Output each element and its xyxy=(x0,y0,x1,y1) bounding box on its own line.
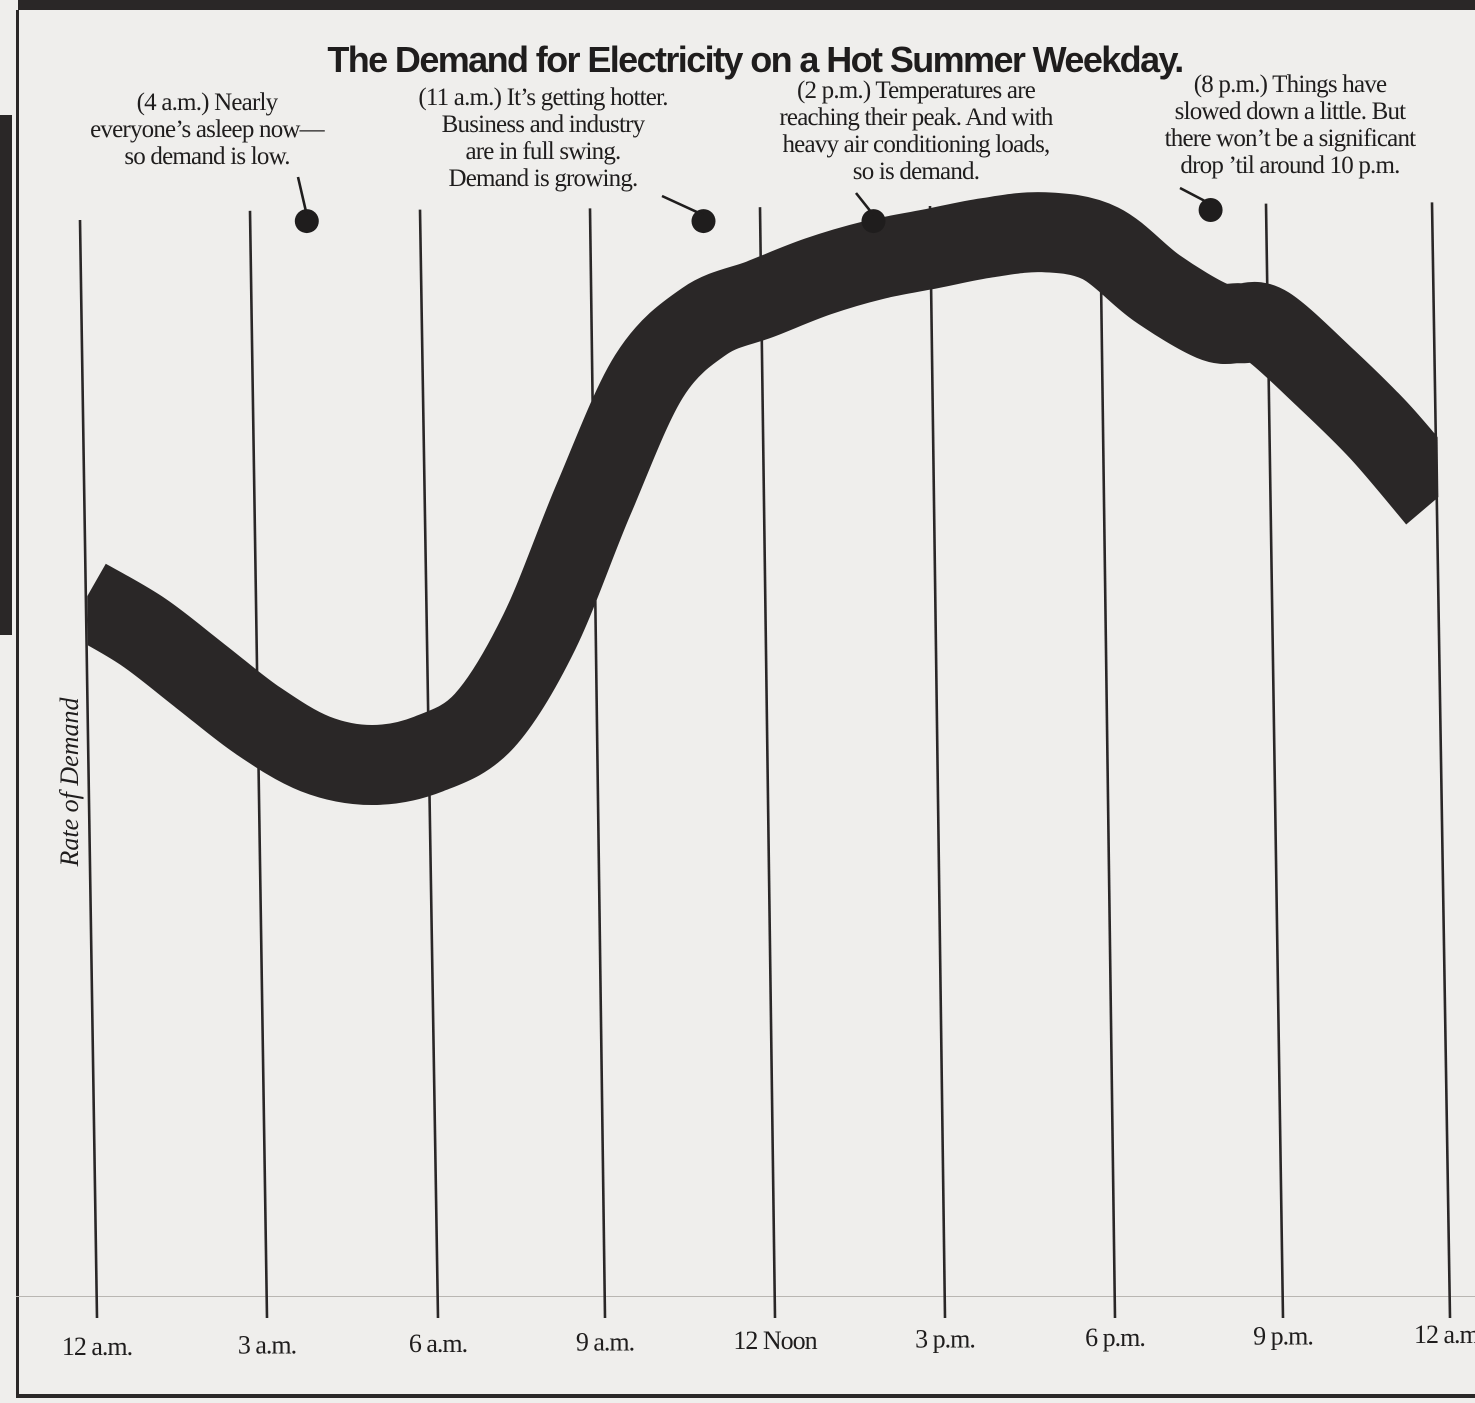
gridline xyxy=(1430,202,1452,1319)
annotation-text: (8 p.m.) Things have xyxy=(1194,71,1387,98)
annotation-text: so demand is low. xyxy=(124,143,289,170)
annotation-text: are in full swing. xyxy=(465,138,620,165)
annotation-text: there won’t be a significant xyxy=(1165,125,1417,152)
left-edge-bar xyxy=(0,115,12,635)
horizontal-rule xyxy=(16,1296,1475,1297)
annotation-leader xyxy=(854,192,875,216)
annotation-text: so is demand. xyxy=(853,158,979,185)
annotation-leader xyxy=(1179,186,1212,206)
annotation-dot xyxy=(691,209,716,234)
x-tick-label: 12 Noon xyxy=(733,1326,817,1355)
x-tick-label: 6 a.m. xyxy=(409,1329,467,1358)
annotation-dot xyxy=(294,209,319,234)
frame-bottom-border xyxy=(16,1394,1475,1398)
gridline xyxy=(78,219,99,1319)
x-tick-label: 9 a.m. xyxy=(576,1328,634,1357)
annotation-text: (11 a.m.) It’s getting hotter. xyxy=(418,84,667,111)
annotation-text: reaching their peak. And with xyxy=(779,104,1054,131)
x-tick-label: 9 p.m. xyxy=(1253,1322,1313,1351)
chart-title: The Demand for Electricity on a Hot Summ… xyxy=(327,39,1182,80)
x-tick-label: 3 p.m. xyxy=(915,1325,975,1354)
x-tick-label: 12 a.m. xyxy=(1414,1320,1475,1349)
annotation-leader xyxy=(296,176,309,216)
annotation-text: Demand is growing. xyxy=(448,165,637,192)
gridline xyxy=(758,207,777,1319)
annotation-text: (2 p.m.) Temperatures are xyxy=(797,77,1036,104)
demand-curve-group xyxy=(80,192,1450,805)
annotation-text: (4 a.m.) Nearly xyxy=(137,89,279,116)
annotation-text: drop ’til around 10 p.m. xyxy=(1180,152,1399,179)
x-tick-label: 6 p.m. xyxy=(1085,1323,1145,1352)
demand-curve xyxy=(80,192,1450,805)
top-border-bar xyxy=(18,0,1475,10)
x-tick-label: 12 a.m. xyxy=(62,1332,132,1361)
gridline xyxy=(588,208,607,1319)
annotation-text: heavy air conditioning loads, xyxy=(782,131,1049,158)
y-axis-label: Rate of Demand xyxy=(55,697,84,868)
gridline xyxy=(928,205,947,1319)
x-tick-label: 3 a.m. xyxy=(238,1331,296,1360)
annotation-dot xyxy=(861,209,886,234)
frame-left-border xyxy=(16,10,19,1395)
annotation-dot xyxy=(1198,198,1223,222)
gridline xyxy=(1098,204,1117,1319)
annotation-text: Business and industry xyxy=(442,111,646,138)
gridline xyxy=(1264,203,1285,1319)
annotation-text: slowed down a little. But xyxy=(1175,98,1407,125)
x-tick-labels: 12 a.m. 3 a.m. 6 a.m. 9 a.m. 12 Noon 3 p.m. 6 … xyxy=(62,1320,1475,1361)
annotation-leader xyxy=(661,194,705,217)
annotation-text: everyone’s asleep now— xyxy=(90,116,326,143)
